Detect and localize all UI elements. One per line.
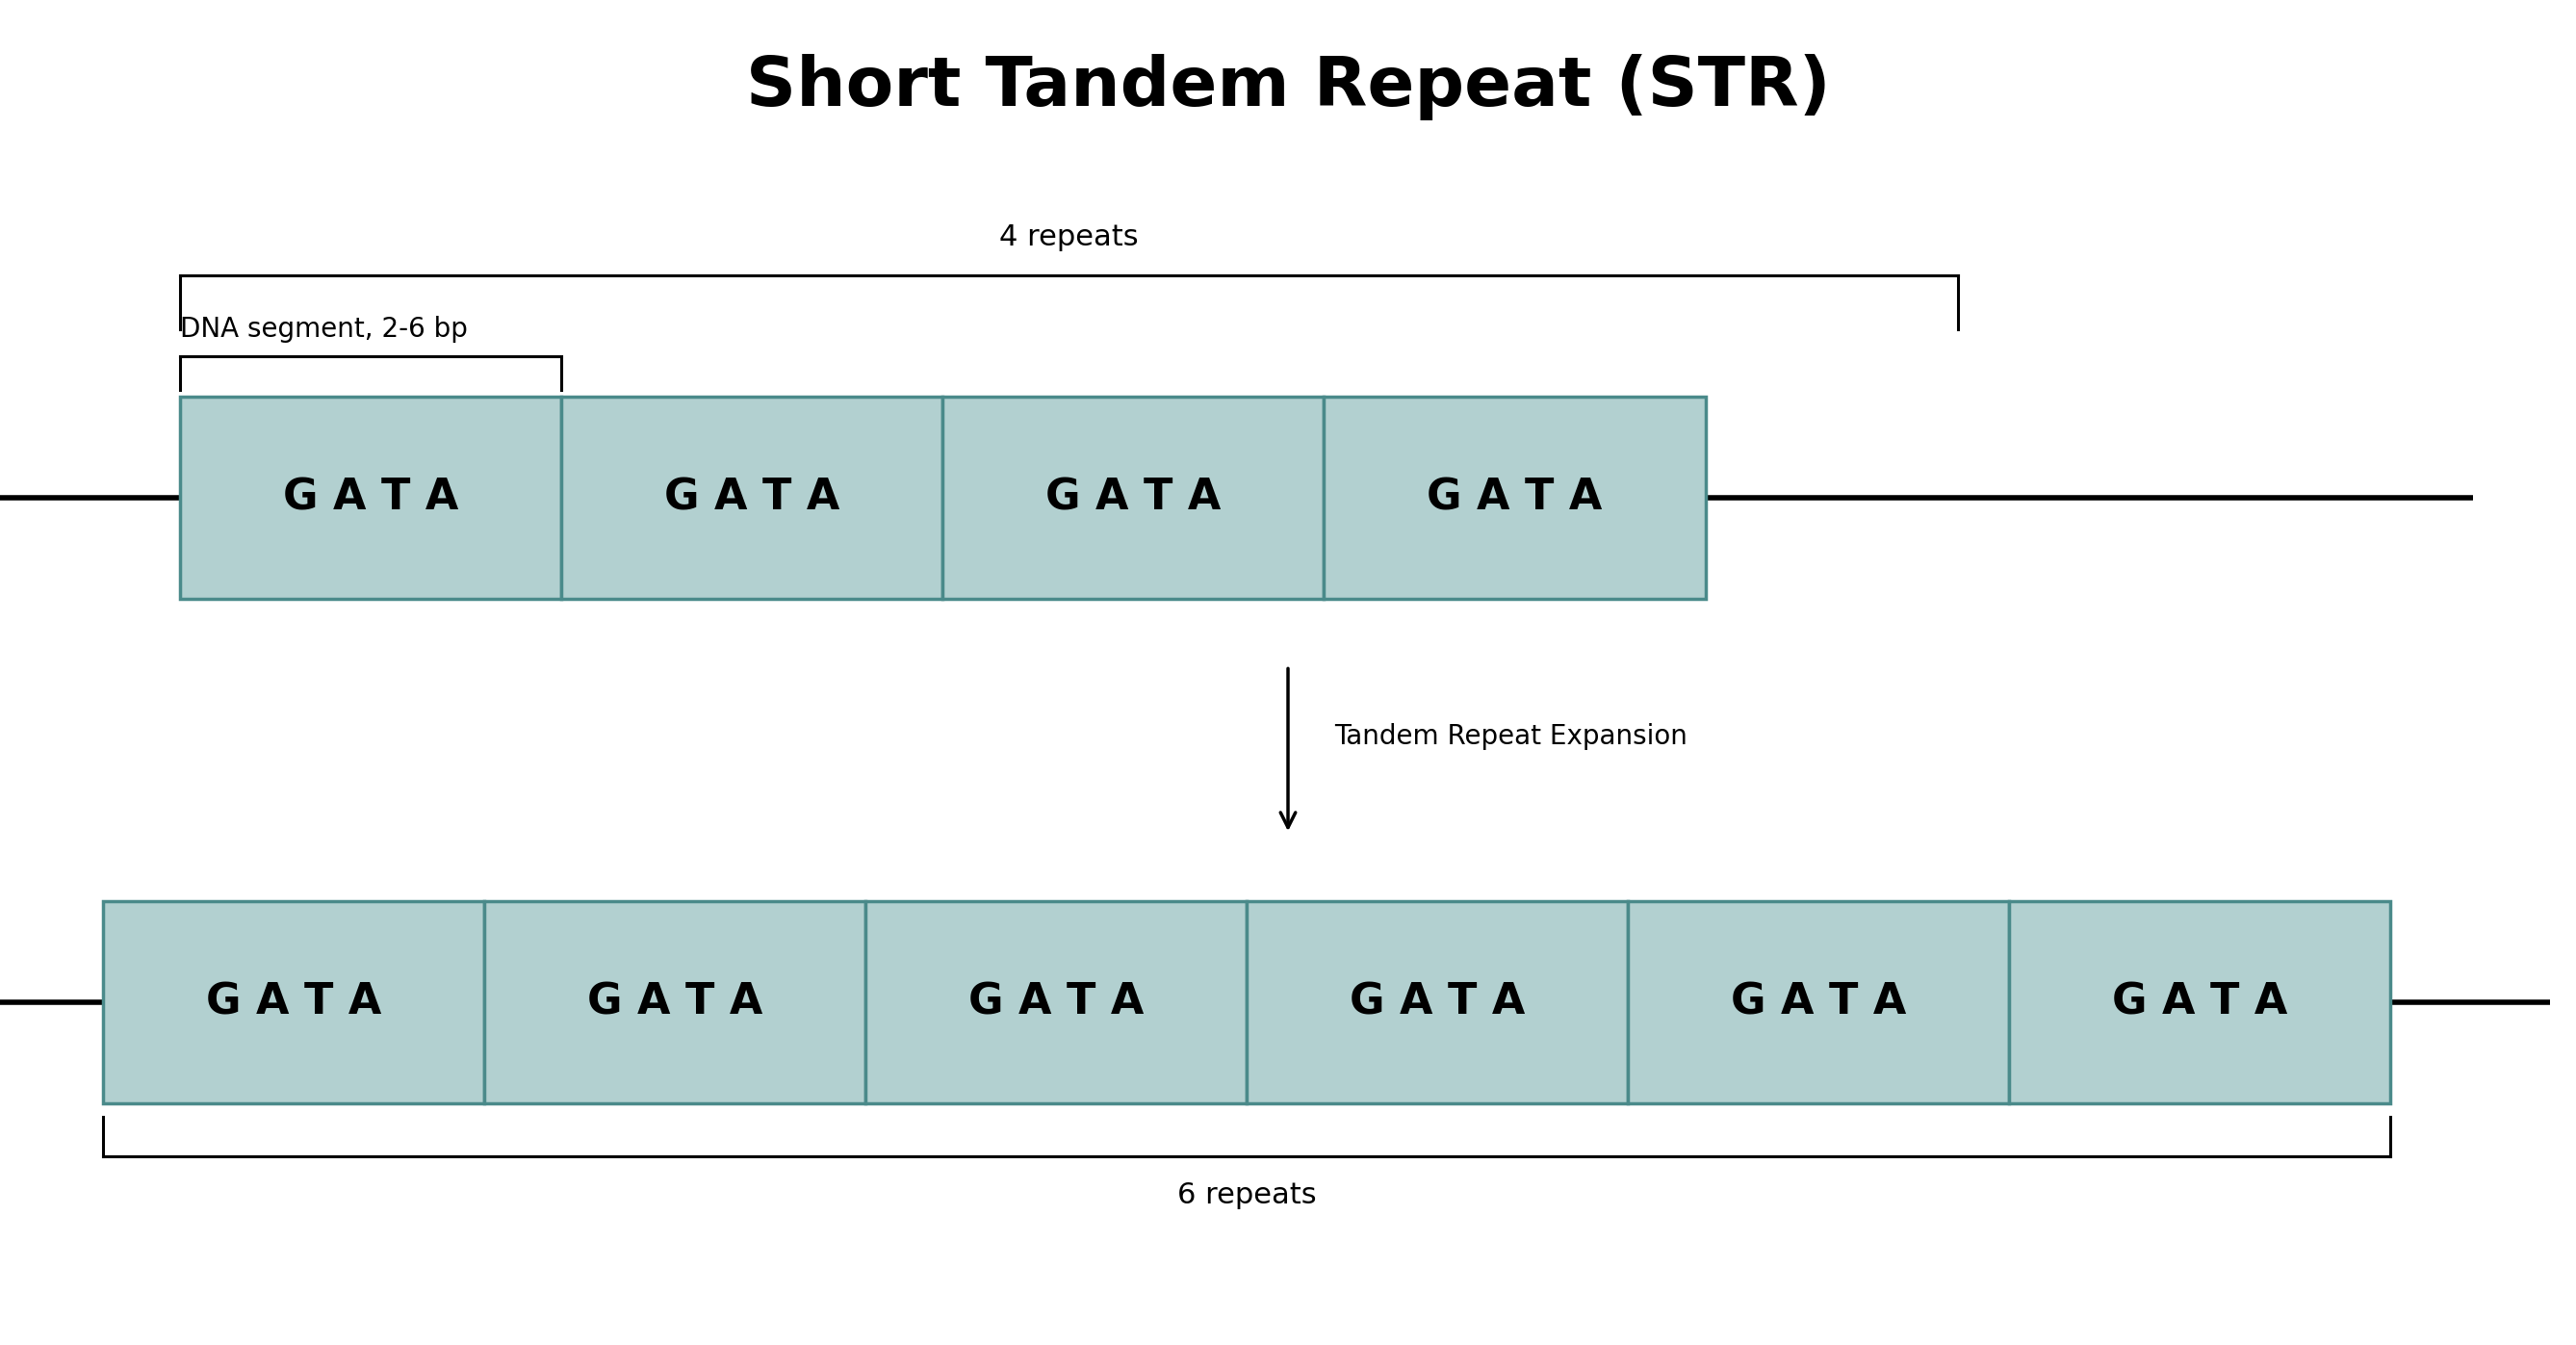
Text: G A T A: G A T A	[665, 477, 840, 518]
Bar	[1247, 901, 1628, 1103]
Bar	[103, 901, 484, 1103]
Text: G A T A: G A T A	[587, 982, 762, 1022]
Bar	[1628, 901, 2009, 1103]
Bar	[562, 397, 943, 599]
Text: G A T A: G A T A	[1427, 477, 1602, 518]
Text: G A T A: G A T A	[1046, 477, 1221, 518]
Bar	[180, 397, 562, 599]
Text: Tandem Repeat Expansion: Tandem Repeat Expansion	[1334, 722, 1687, 751]
Text: 6 repeats: 6 repeats	[1177, 1181, 1316, 1209]
Text: G A T A: G A T A	[1731, 982, 1906, 1022]
Text: G A T A: G A T A	[2112, 982, 2287, 1022]
Text: G A T A: G A T A	[969, 982, 1144, 1022]
Text: G A T A: G A T A	[206, 982, 381, 1022]
Bar	[1324, 397, 1705, 599]
Text: Short Tandem Repeat (STR): Short Tandem Repeat (STR)	[744, 54, 1832, 121]
Bar	[484, 901, 866, 1103]
Bar	[2009, 901, 2391, 1103]
Bar	[943, 397, 1324, 599]
Text: G A T A: G A T A	[283, 477, 459, 518]
Text: 4 repeats: 4 repeats	[999, 223, 1139, 252]
Text: G A T A: G A T A	[1350, 982, 1525, 1022]
Text: DNA segment, 2-6 bp: DNA segment, 2-6 bp	[180, 316, 469, 343]
Bar	[866, 901, 1247, 1103]
